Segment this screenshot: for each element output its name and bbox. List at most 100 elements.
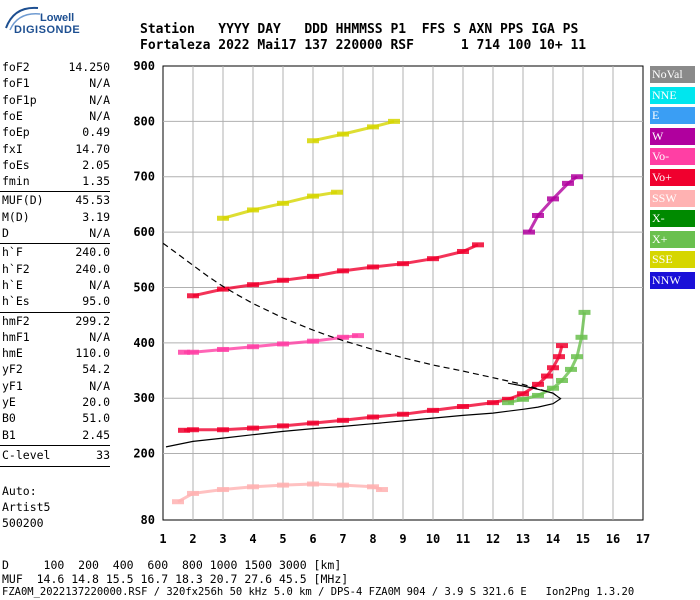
param-value: 14.70 [75, 141, 110, 156]
logo-lowell: Lowell [40, 12, 75, 24]
legend-item-sse: SSE [650, 251, 695, 269]
panel-separator [0, 243, 110, 245]
y-tick-label: 300 [133, 391, 155, 405]
legend-item-noval: NoVal [650, 66, 695, 83]
trace-line [177, 482, 383, 504]
param-name: yF2 [2, 362, 23, 377]
echo-point [578, 309, 591, 315]
panel-separator [0, 444, 110, 446]
param-foe: foE N/A [2, 109, 110, 125]
param-foep: foEp 0.49 [2, 125, 110, 141]
logo-arc-icon [5, 6, 41, 31]
trace-f2-o-trace [178, 343, 568, 433]
param-value: 45.53 [75, 193, 110, 208]
y-tick-label: 700 [133, 170, 155, 184]
param-value: N/A [89, 76, 110, 91]
param-hf: h`F 240.0 [2, 245, 110, 261]
param-hf2: h`F2 240.0 [2, 262, 110, 278]
x-tick-label: 5 [279, 532, 286, 546]
x-tick-label: 9 [399, 532, 406, 546]
param-name: foE [2, 108, 23, 123]
param-hme: hmE 110.0 [2, 346, 110, 362]
x-tick-label: 17 [636, 532, 650, 546]
muf-dashed-line [162, 242, 561, 400]
param-ye: yE 20.0 [2, 395, 110, 411]
param-value: N/A [89, 378, 110, 393]
param-value: N/A [89, 277, 110, 292]
y-tick-label: 400 [133, 336, 155, 350]
param-name: C-level [2, 447, 51, 462]
param-name: M(D) [2, 209, 30, 224]
ionogram-chart: 1 2 3 4 5 6 7 8 9 10 11 12 13 14 15 16 17 80200300400500… [133, 59, 650, 546]
trace-line [183, 345, 564, 432]
meta-artist: Artist5 [2, 500, 51, 514]
x-tick-labels: 1 2 3 4 5 6 7 8 9 10 11 12 13 14 15 16 17 [159, 532, 650, 546]
trace-f2-fourth-hop [307, 118, 400, 144]
echo-point [556, 343, 568, 349]
param-name: yE [2, 395, 16, 409]
y-tick-label: 500 [133, 280, 155, 294]
param-fxi: fxI 14.70 [2, 142, 110, 158]
grid [163, 66, 643, 520]
panel-separator [0, 465, 110, 467]
param-value: 20.0 [82, 395, 110, 409]
trace-line [184, 334, 359, 354]
param-fof1: foF1 N/A [2, 76, 110, 92]
param-value: N/A [89, 108, 110, 123]
param-name: h`Es [2, 294, 30, 309]
param-hes: h`Es 95.0 [2, 294, 110, 310]
x-tick-label: 1 [159, 532, 166, 546]
meta-auto: Auto: [2, 484, 37, 498]
param-d: D N/A [2, 226, 110, 242]
param-value: 110.0 [75, 346, 110, 361]
param-b1: B1 2.45 [2, 428, 110, 444]
profile-curves [162, 242, 562, 448]
y-tick-label: 200 [133, 447, 155, 461]
param-value: 3.19 [82, 209, 110, 224]
panel-separator [0, 191, 110, 193]
param-hmf1: hmF1 N/A [2, 330, 110, 346]
legend-item-nne: NNE [650, 86, 695, 104]
param-name: hmF2 [2, 313, 30, 328]
echo-point [388, 118, 400, 124]
param-b0: B0 51.0 [2, 411, 110, 427]
trace-line [192, 243, 479, 298]
param-value: 33 [96, 447, 110, 462]
param-fof2: foF2 14.250 [2, 60, 110, 76]
param-value: 14.250 [68, 60, 110, 74]
footer-muf-row: MUF 14.6 14.8 15.5 16.7 18.3 20.7 27.6 4… [2, 572, 349, 586]
trace-line [527, 175, 578, 233]
x-tick-label: 15 [576, 532, 590, 546]
y-tick-label: 600 [133, 225, 155, 239]
x-tick-label: 14 [546, 532, 560, 546]
param-name: B0 [2, 411, 16, 426]
param-value: 299.2 [75, 313, 110, 328]
x-tick-label: 8 [369, 532, 376, 546]
trace-oblique-high [523, 174, 583, 235]
param-name: fmin [2, 174, 30, 189]
param-name: fxI [2, 141, 23, 156]
param-value: 51.0 [82, 411, 110, 426]
x-tick-label: 2 [189, 532, 196, 546]
param-value: 2.05 [82, 157, 110, 172]
trace-line [507, 312, 586, 405]
trace-line [312, 119, 395, 143]
x-tick-label: 13 [516, 532, 530, 546]
param-name: h`F [2, 245, 23, 260]
param-yf2: yF2 54.2 [2, 362, 110, 378]
param-value: 2.45 [82, 427, 110, 442]
legend-item-vo: Vo- [650, 148, 695, 166]
trace-es-trace [172, 481, 388, 505]
param-name: h`F2 [2, 261, 30, 276]
param-name: yF1 [2, 378, 23, 393]
electron-density-profile-line [165, 382, 562, 448]
param-name: h`E [2, 277, 23, 292]
param-he: h`E N/A [2, 278, 110, 294]
y-tick-label: 80 [141, 513, 155, 527]
param-value: N/A [89, 92, 110, 107]
param-value: N/A [89, 226, 110, 240]
param-fof1p: foF1p N/A [2, 93, 110, 109]
param-name: B1 [2, 427, 16, 442]
echo-point [376, 487, 388, 493]
param-name: foF2 [2, 60, 30, 74]
